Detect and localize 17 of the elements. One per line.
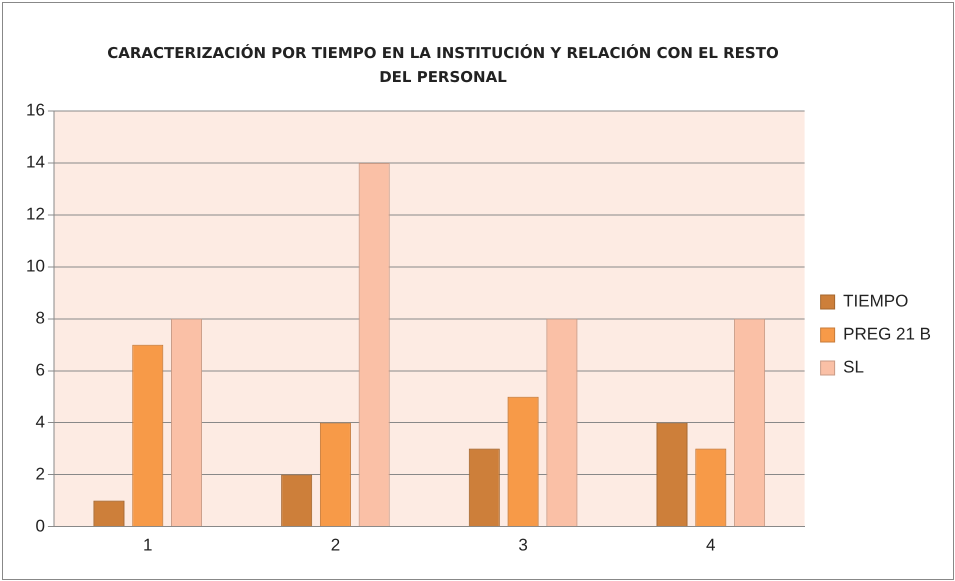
y-tick-label: 0 <box>35 516 45 536</box>
legend-label: SL <box>843 358 864 377</box>
y-tick-label: 10 <box>26 256 45 276</box>
x-tick-label: 3 <box>518 535 528 554</box>
y-tick-label: 6 <box>35 360 45 380</box>
legend-label: PREG 21 B <box>843 324 932 344</box>
x-tick-label: 2 <box>330 535 340 554</box>
x-tick-label: 4 <box>706 535 716 554</box>
y-tick-label: 12 <box>26 204 45 224</box>
y-tick-label: 2 <box>35 464 45 484</box>
legend-label: TIEMPO <box>843 292 908 311</box>
chart-title: CARACTERIZACIÓN POR TIEMPO EN LA INSTITUCIÓN Y RELACIÓN CON EL RESTO DEL PERSONAL <box>106 43 780 88</box>
x-tick-label: 1 <box>143 535 152 554</box>
y-tick-label: 16 <box>26 100 45 120</box>
y-tick-label: 8 <box>35 308 45 328</box>
y-tick-label: 14 <box>26 152 45 172</box>
y-tick-label: 4 <box>35 412 45 432</box>
